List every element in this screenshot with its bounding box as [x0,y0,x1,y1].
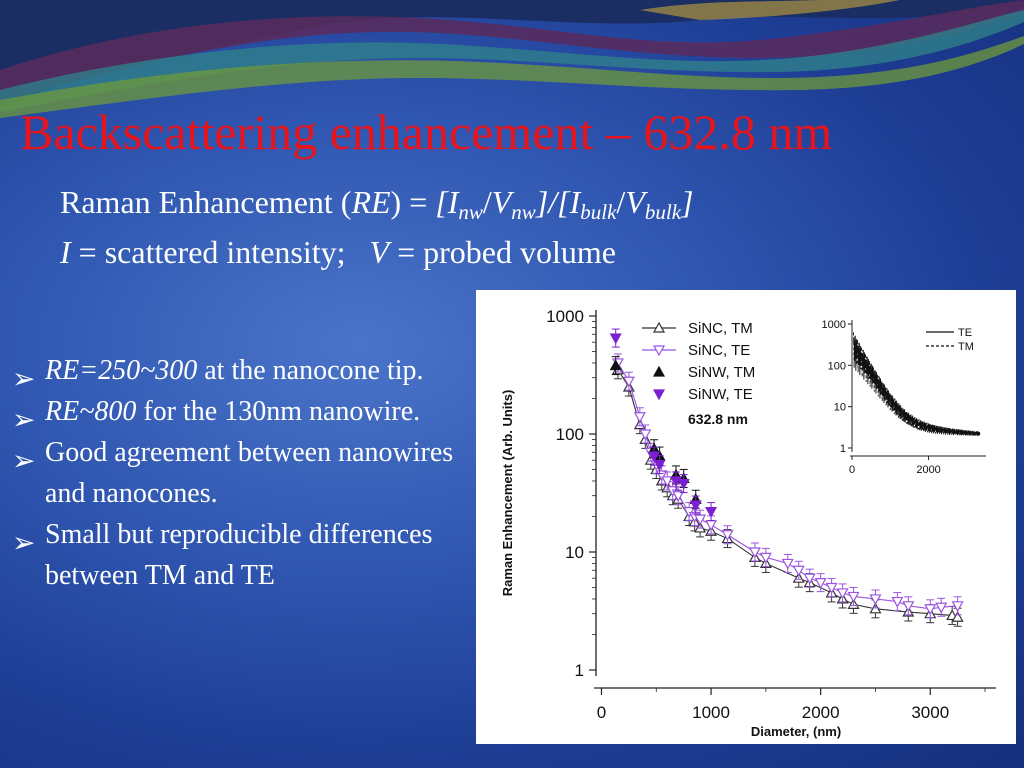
inset-legend-label: TE [958,327,972,339]
data-point [622,376,635,388]
inset-y-tick-label: 100 [828,360,846,372]
legend-label: SiNC, TM [688,320,753,337]
y-tick-label: 1 [575,661,584,680]
data-point [721,530,734,541]
data-point [609,359,622,371]
legend-label: SiNC, TE [688,342,750,359]
data-point [814,578,827,589]
data-point [935,602,948,614]
x-tick-label: 1000 [692,703,730,722]
inset-legend-label: TM [958,341,974,353]
data-point [609,333,622,345]
y-axis-label: Raman Enhancement (Arb. Units) [500,390,515,597]
inset-tm-curve [853,332,981,436]
data-point [792,565,805,577]
legend-marker [652,345,666,357]
data-point [689,500,702,512]
raman-enhancement-formula: Raman Enhancement (RE) = [Inw/Vnw]/[Ibul… [60,184,694,224]
data-point [648,451,661,463]
bullet-list: ➢ RE=250~300 at the nanocone tip. ➢ RE~800… [12,350,462,596]
arrow-bullet-icon: ➢ [12,446,36,477]
y-tick-label: 100 [556,425,584,444]
legend-label: SiNW, TM [688,364,755,381]
data-point [836,588,849,600]
data-point [677,478,690,490]
data-point [891,596,904,608]
x-tick-label: 0 [597,703,606,722]
data-point [705,520,718,532]
decorative-waves [0,0,1024,118]
data-point [694,514,707,526]
y-tick-label: 1000 [546,307,584,326]
x-axis-label: Diameter, (nm) [751,724,841,739]
inset-x-tick-label: 0 [849,464,855,476]
data-point [951,610,964,622]
data-point [825,582,838,594]
data-point [639,429,652,441]
data-point [672,491,685,502]
data-point [759,552,772,564]
x-tick-label: 3000 [911,703,949,722]
data-point [633,412,646,423]
bullet-item: ➢ RE~800 for the 130nm nanowire. [12,391,462,436]
x-tick-label: 2000 [802,703,840,722]
series-line-0 [617,369,958,618]
legend-marker [652,365,666,377]
wavelength-annotation: 632.8 nm [688,411,748,427]
data-point [781,558,794,570]
enhancement-chart-figure: 1000 100 10 1 0 1000 2000 3000 Diameter, (nm) Ram… [476,290,1016,744]
arrow-bullet-icon: ➢ [12,364,36,395]
data-point [705,506,718,518]
arrow-bullet-icon: ➢ [12,405,36,436]
legend-marker [652,321,666,333]
inset-y-tick-label: 10 [834,402,846,414]
data-point [902,601,915,613]
inset-y-tick-label: 1 [840,443,846,455]
data-point [803,573,816,585]
data-point [653,460,666,471]
data-point [847,591,860,603]
legend-marker [652,389,666,401]
y-tick-label: 10 [565,543,584,562]
legend-label: SiNW, TE [688,386,753,403]
inset-x-tick-label: 2000 [916,464,940,476]
data-point [951,601,964,613]
bullet-item: ➢ Small but reproducible differences betw… [12,519,433,591]
data-point [748,547,761,559]
arrow-bullet-icon: ➢ [12,528,36,559]
data-point [869,594,882,606]
slide-title: Backscattering enhancement – 632.8 nm [20,104,833,160]
inset-y-tick-label: 1000 [822,319,846,331]
data-point [924,604,937,616]
variable-definitions: I = scattered intensity; V = probed volu… [60,234,616,270]
bullet-item: ➢ RE=250~300 at the nanocone tip. [12,350,462,395]
bullet-item: ➢ Good agreement between nanowires and na… [12,437,454,509]
